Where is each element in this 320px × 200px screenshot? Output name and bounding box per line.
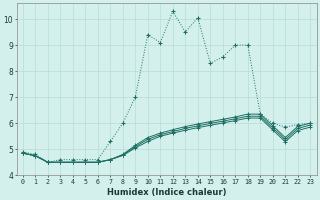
X-axis label: Humidex (Indice chaleur): Humidex (Indice chaleur)	[107, 188, 226, 197]
